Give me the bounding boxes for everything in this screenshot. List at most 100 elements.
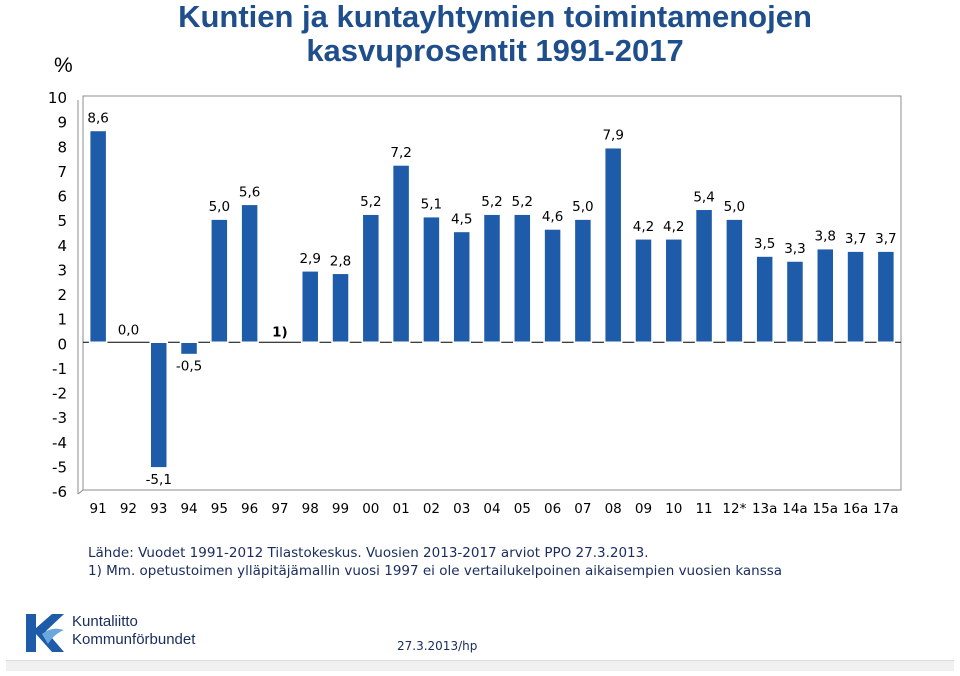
- x-tick-label: 02: [423, 501, 440, 517]
- source-line-2: 1) Mm. opetustoimen ylläpitäjämallin vuo…: [88, 563, 783, 579]
- y-tick-label: 10: [48, 89, 67, 107]
- axis-corner: [77, 489, 84, 495]
- x-tick-label: 08: [605, 501, 622, 517]
- plot-area: [82, 95, 902, 491]
- bar: [876, 250, 896, 343]
- y-tick-label: 9: [57, 114, 67, 132]
- data-label: 8,6: [87, 110, 108, 126]
- data-label: 5,6: [239, 184, 260, 200]
- x-tick-label: 94: [180, 501, 197, 517]
- data-label: 3,3: [784, 241, 805, 257]
- y-tick-label: 8: [57, 138, 67, 156]
- data-label: 2,8: [330, 253, 351, 269]
- x-tick-label: 91: [90, 501, 107, 517]
- bar: [755, 255, 774, 343]
- y-tick-label: -5: [52, 458, 67, 476]
- bar: [149, 341, 168, 469]
- bar: [331, 272, 350, 343]
- logo-text-line-1: Kuntaliitto: [72, 613, 138, 630]
- bar: [210, 218, 229, 343]
- x-tick-label: 04: [483, 501, 500, 517]
- x-tick-label: 16a: [843, 501, 868, 517]
- data-label: 4,2: [633, 219, 654, 235]
- y-tick-label: 5: [57, 212, 67, 230]
- source-note: Lähde: Vuodet 1991-2012 Tilastokeskus. V…: [88, 544, 782, 580]
- x-tick-label: 07: [574, 501, 591, 517]
- y-tick-label: 1: [57, 311, 67, 329]
- x-tick-label: 98: [302, 501, 319, 517]
- data-label: 4,5: [451, 211, 472, 227]
- data-label: 5,2: [481, 194, 502, 210]
- x-tick-label: 96: [241, 501, 258, 517]
- x-tick-label: 05: [514, 501, 531, 517]
- bar: [422, 215, 441, 344]
- data-label: 1): [272, 324, 288, 340]
- x-tick-label: 92: [120, 501, 137, 517]
- bar: [361, 213, 381, 343]
- x-tick-label: 97: [271, 501, 288, 517]
- x-tick-label: 99: [332, 501, 349, 517]
- bar: [725, 218, 744, 343]
- bar: [482, 213, 502, 343]
- y-tick-label: 2: [57, 286, 67, 304]
- y-tick-label: -3: [52, 409, 67, 427]
- data-label: 5,4: [693, 189, 714, 205]
- y-tick-label: 7: [57, 163, 67, 181]
- source-line-1: Lähde: Vuodet 1991-2012 Tilastokeskus. V…: [88, 545, 649, 561]
- bar-chart: 109876543210-1-2-3-4-5-68,6910,092-5,193…: [48, 89, 902, 517]
- bar: [391, 164, 411, 343]
- data-label: 7,9: [602, 128, 623, 144]
- bar: [543, 228, 562, 344]
- page-title: Kuntien ja kuntayhtymien toimintamenojen…: [0, 0, 960, 68]
- x-tick-label: 93: [150, 501, 167, 517]
- logo-text: Kuntaliitto Kommunförbundet: [72, 613, 195, 649]
- x-tick-label: 15a: [813, 501, 838, 517]
- data-label: 5,1: [421, 197, 442, 213]
- bar: [573, 218, 593, 343]
- kuntaliitto-logo: Kuntaliitto Kommunförbundet: [22, 612, 195, 654]
- bar: [603, 146, 623, 343]
- bar: [88, 129, 108, 343]
- data-label: -0,5: [176, 359, 202, 375]
- data-label: 5,2: [512, 194, 533, 210]
- x-tick-label: 01: [393, 501, 410, 517]
- slide-date: 27.3.2013/hp: [397, 639, 478, 653]
- title-line-2: kasvuprosentit 1991-2017: [306, 33, 684, 68]
- x-tick-label: 95: [211, 501, 228, 517]
- data-label: -5,1: [146, 472, 172, 488]
- x-tick-label: 06: [544, 501, 561, 517]
- bar: [785, 260, 805, 343]
- x-tick-label: 17a: [873, 501, 898, 517]
- data-label: 7,2: [390, 145, 411, 161]
- y-tick-label: 0: [57, 335, 67, 353]
- y-unit-label: %: [54, 54, 73, 77]
- bar: [664, 238, 684, 343]
- data-label: 4,6: [542, 209, 563, 225]
- data-label: 5,0: [724, 199, 745, 215]
- bar: [846, 250, 865, 343]
- logo-text-line-2: Kommunförbundet: [72, 631, 196, 648]
- kuntaliitto-logo-icon: [26, 614, 64, 652]
- bar: [179, 341, 199, 356]
- x-tick-label: 11: [695, 501, 712, 517]
- x-tick-label: 14a: [782, 501, 807, 517]
- data-label: 5,2: [360, 194, 381, 210]
- x-tick-label: 12*: [722, 501, 746, 517]
- y-tick-label: 6: [57, 188, 67, 206]
- data-label: 3,8: [815, 229, 836, 245]
- y-tick-label: -2: [52, 385, 67, 403]
- x-tick-label: 10: [665, 501, 682, 517]
- bottom-bar: [6, 660, 954, 671]
- y-tick-label: 4: [57, 237, 67, 255]
- bar: [300, 270, 320, 343]
- bar: [513, 213, 532, 343]
- x-tick-label: 09: [635, 501, 652, 517]
- y-tick-label: -4: [52, 434, 67, 452]
- x-tick-label: 00: [362, 501, 379, 517]
- bar: [816, 247, 835, 343]
- bar: [240, 203, 259, 343]
- y-tick-label: -6: [52, 483, 67, 501]
- data-label: 5,0: [572, 199, 593, 215]
- title-line-1: Kuntien ja kuntayhtymien toimintamenojen: [178, 0, 812, 34]
- data-label: 3,7: [845, 231, 866, 247]
